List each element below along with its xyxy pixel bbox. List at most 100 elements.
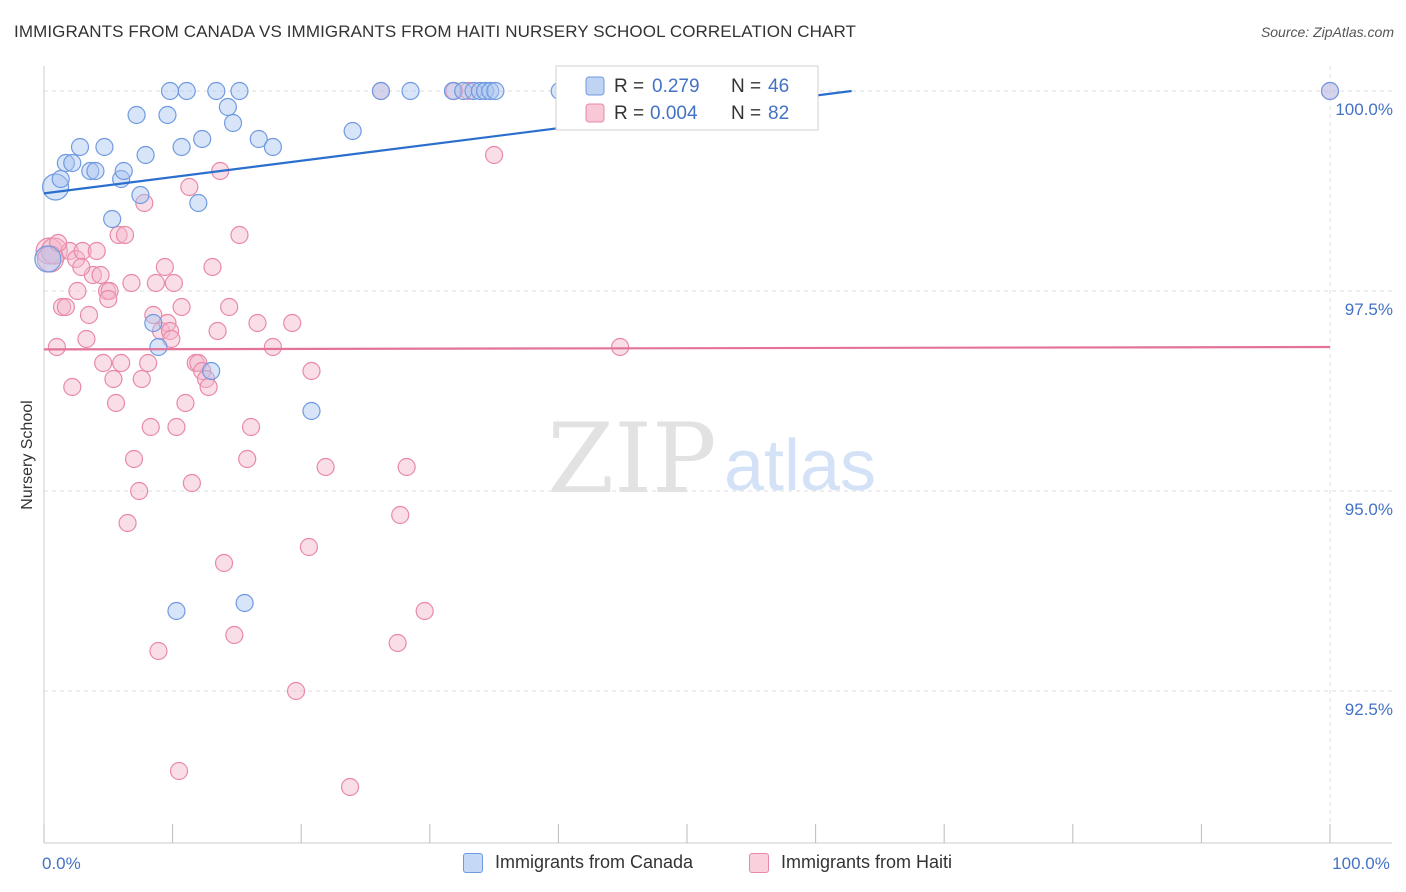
legend-label-haiti: Immigrants from Haiti bbox=[781, 852, 953, 872]
canada-point-39 bbox=[470, 81, 490, 101]
legend-n-value-haiti: 82 bbox=[768, 103, 789, 124]
haiti-point-23 bbox=[118, 513, 137, 533]
legend-swatch-haiti-bottom bbox=[749, 852, 769, 873]
axes bbox=[43, 66, 1392, 844]
canada-point-11 bbox=[114, 161, 133, 181]
haiti-point-54 bbox=[220, 297, 239, 317]
canada-point-35 bbox=[401, 81, 420, 101]
trend-line-haiti bbox=[43, 345, 1331, 351]
legend-box: R = 0.279 N = 46 R = 0.004 N = 82 bbox=[555, 65, 819, 131]
haiti-point-43 bbox=[180, 177, 199, 197]
haiti-point-9 bbox=[73, 241, 92, 261]
canada-point-20 bbox=[172, 137, 191, 157]
haiti-point-65 bbox=[316, 457, 335, 477]
watermark-zip: ZIP bbox=[547, 403, 716, 515]
watermark-atlas: atlas bbox=[724, 426, 876, 506]
haiti-point-19 bbox=[106, 393, 126, 413]
haiti-point-22 bbox=[115, 225, 135, 245]
bottom-legend: Immigrants from Canada Immigrants from H… bbox=[0, 852, 1406, 878]
haiti-point-29 bbox=[139, 353, 158, 373]
haiti-point-63 bbox=[299, 537, 319, 557]
haiti-point-80 bbox=[99, 289, 118, 309]
legend-swatch-canada-bottom bbox=[463, 852, 483, 873]
canada-point-29 bbox=[235, 593, 254, 613]
canada-point-4 bbox=[63, 153, 82, 173]
haiti-point-42 bbox=[176, 393, 195, 413]
haiti-point-66 bbox=[340, 777, 360, 797]
haiti-point-26 bbox=[130, 481, 149, 501]
y-tick-labels: 100.0% 97.5% 95.0% 92.5% bbox=[1335, 100, 1393, 719]
legend-label-canada: Immigrants from Canada bbox=[495, 852, 694, 872]
haiti-point-40 bbox=[169, 761, 189, 781]
canada-points bbox=[34, 81, 1340, 621]
canada-point-8 bbox=[95, 137, 114, 157]
haiti-point-6 bbox=[63, 377, 82, 397]
y-tick-label-2: 95.0% bbox=[1345, 500, 1393, 519]
canada-point-40 bbox=[475, 81, 495, 101]
canada-point-17 bbox=[158, 105, 177, 125]
haiti-point-55 bbox=[225, 625, 244, 645]
legend-r-label-canada: R = bbox=[614, 76, 644, 97]
canada-point-13 bbox=[131, 185, 150, 205]
haiti-points bbox=[35, 81, 1340, 797]
haiti-point-33 bbox=[149, 641, 168, 661]
watermark: ZIP atlas bbox=[547, 403, 876, 515]
haiti-point-51 bbox=[208, 321, 227, 341]
haiti-point-59 bbox=[248, 313, 267, 333]
haiti-point-15 bbox=[94, 353, 113, 373]
haiti-point-62 bbox=[286, 681, 306, 701]
haiti-point-20 bbox=[109, 225, 128, 245]
canada-point-30 bbox=[249, 129, 268, 149]
haiti-point-3 bbox=[52, 297, 72, 317]
haiti-point-13 bbox=[87, 241, 106, 261]
haiti-point-38 bbox=[164, 273, 183, 293]
canada-point-36 bbox=[443, 81, 463, 101]
canada-point-5 bbox=[70, 137, 90, 157]
x-tick-labels: 0.0% 100.0% bbox=[42, 854, 1390, 873]
haiti-point-32 bbox=[146, 273, 165, 293]
haiti-point-27 bbox=[132, 369, 151, 389]
legend-swatch-canada bbox=[585, 76, 605, 96]
haiti-point-81 bbox=[162, 329, 181, 349]
legend-r-value-haiti: 0.004 bbox=[650, 103, 698, 124]
canada-point-9 bbox=[103, 209, 122, 229]
canada-point-34 bbox=[371, 81, 391, 101]
canada-point-18 bbox=[160, 81, 180, 101]
haiti-point-68 bbox=[388, 633, 407, 653]
canada-point-28 bbox=[230, 81, 249, 101]
haiti-point-30 bbox=[141, 417, 160, 437]
haiti-point-61 bbox=[283, 313, 302, 333]
haiti-point-44 bbox=[182, 473, 201, 493]
legend-n-label-haiti: N = bbox=[731, 103, 761, 124]
canada-point-2 bbox=[51, 169, 70, 189]
canada-point-21 bbox=[177, 81, 196, 101]
y-tick-label-3: 92.5% bbox=[1345, 700, 1393, 719]
haiti-point-50 bbox=[203, 257, 222, 277]
canada-point-26 bbox=[218, 97, 237, 117]
legend-n-value-canada: 46 bbox=[768, 76, 789, 97]
haiti-point-25 bbox=[124, 449, 144, 469]
chart-source: Source: ZipAtlas.com bbox=[1260, 24, 1394, 40]
canada-point-0 bbox=[34, 245, 62, 273]
haiti-point-56 bbox=[230, 225, 249, 245]
canada-point-32 bbox=[302, 401, 321, 421]
canada-point-33 bbox=[343, 121, 362, 141]
haiti-point-18 bbox=[104, 369, 123, 389]
haiti-point-2 bbox=[47, 337, 66, 357]
haiti-point-10 bbox=[77, 329, 96, 349]
haiti-point-70 bbox=[397, 457, 416, 477]
legend-item-canada: Immigrants from Canada bbox=[463, 852, 693, 873]
legend-swatch-haiti bbox=[585, 103, 605, 123]
haiti-point-60 bbox=[263, 337, 283, 357]
y-tick-label-1: 97.5% bbox=[1345, 300, 1393, 319]
haiti-point-69 bbox=[391, 505, 410, 525]
haiti-point-58 bbox=[241, 417, 261, 437]
legend-r-value-canada: 0.279 bbox=[652, 76, 700, 97]
haiti-point-14 bbox=[91, 265, 110, 285]
haiti-point-21 bbox=[112, 353, 131, 373]
haiti-point-24 bbox=[122, 273, 141, 293]
canada-point-22 bbox=[189, 193, 208, 213]
canada-point-6 bbox=[81, 161, 100, 181]
canada-point-15 bbox=[144, 313, 163, 333]
